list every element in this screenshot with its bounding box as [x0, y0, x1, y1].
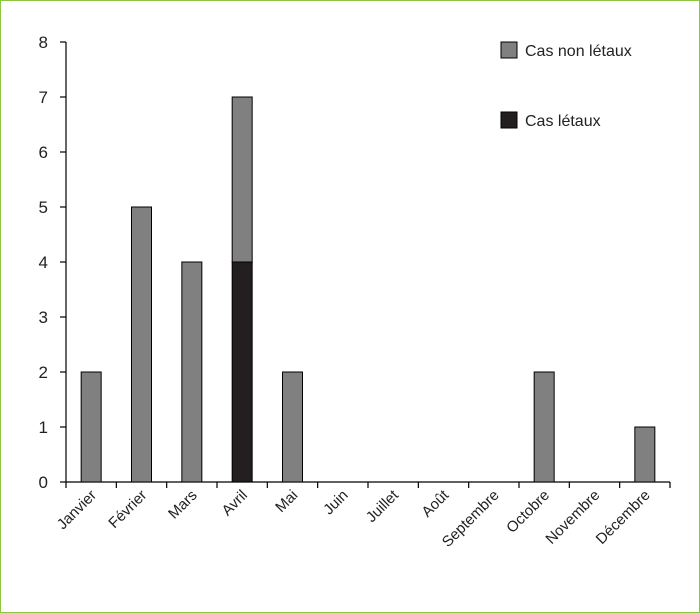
y-tick-label: 5	[39, 198, 48, 217]
y-tick-label: 1	[39, 418, 48, 437]
y-tick-label: 6	[39, 143, 48, 162]
bar-segment	[131, 206, 152, 483]
bar-segment	[181, 261, 203, 483]
y-tick-label: 3	[39, 308, 48, 327]
bar-segment	[231, 261, 253, 483]
x-category-label: Décembre	[593, 487, 654, 548]
legend-label: Cas non létaux	[525, 43, 632, 60]
bar-segment	[231, 96, 253, 263]
x-category-label: Juillet	[363, 486, 403, 526]
y-tick-label: 0	[39, 473, 48, 492]
legend-swatch	[500, 111, 518, 129]
legend-label: Cas létaux	[525, 113, 601, 130]
y-tick-label: 4	[39, 253, 48, 272]
y-tick-label: 2	[39, 363, 48, 382]
x-category-label: Juin	[320, 487, 351, 518]
y-tick-label: 8	[39, 33, 48, 52]
y-axis: 0 1 2 3 4 5 6 7 8	[39, 33, 67, 492]
x-category-label: Mars	[165, 487, 201, 523]
x-category-label: Janvier	[54, 487, 100, 533]
x-category-label: Avril	[219, 487, 251, 519]
legend-swatch	[500, 41, 518, 59]
x-category-label: Février	[105, 487, 150, 532]
bar-segment	[282, 371, 303, 483]
x-category-label: Mai	[272, 487, 301, 516]
bars	[80, 96, 656, 483]
x-axis: Janvier Février Mars Avril Mai Juin Juillet Aoû…	[54, 481, 671, 551]
legend: Cas non létaux Cas létaux	[500, 41, 632, 130]
y-tick-label: 7	[39, 88, 48, 107]
x-category-label: Octobre	[503, 487, 553, 537]
bar-segment	[634, 426, 656, 483]
x-category-label: Août	[418, 486, 452, 520]
bar-segment	[80, 371, 102, 483]
bar-segment	[533, 371, 555, 483]
